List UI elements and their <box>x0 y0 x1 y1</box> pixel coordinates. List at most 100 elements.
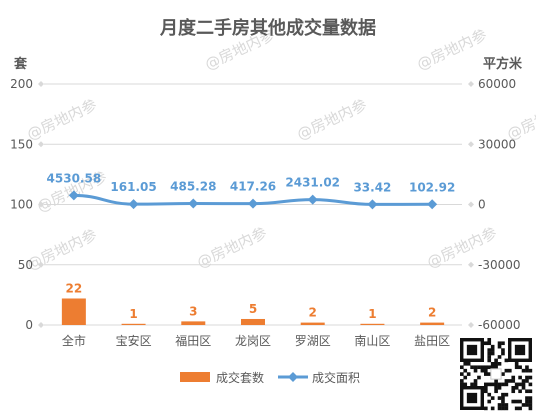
y-right-tick-marker-3 <box>468 141 474 148</box>
x-tick-1: 宝安区 <box>116 333 152 348</box>
qr-cell <box>497 355 502 359</box>
qr-cell <box>490 344 495 349</box>
qr-cell <box>501 382 505 387</box>
legend-bar-label: 成交套数 <box>216 370 264 385</box>
qr-cell <box>463 362 468 366</box>
qr-cell <box>525 396 529 400</box>
qr-cell <box>487 365 492 370</box>
watermark-1: @房地内参 <box>414 26 490 74</box>
y-left-tick-marker-2 <box>38 201 44 208</box>
qr-cell <box>484 368 488 373</box>
legend-bar-swatch <box>180 372 210 382</box>
qr-cell <box>494 389 498 394</box>
qr-cell <box>518 399 522 404</box>
qr-cell <box>501 403 505 407</box>
qr-cell <box>525 399 529 404</box>
bar-series <box>61 298 445 325</box>
y-left-tick-marker-3 <box>38 141 44 148</box>
bar-label-3: 5 <box>249 302 257 316</box>
qr-cell <box>518 389 522 394</box>
qr-cell <box>514 406 519 411</box>
qr-cell <box>511 386 516 390</box>
y-right-tick-marker-0 <box>468 322 474 328</box>
qr-cell <box>487 348 492 352</box>
qr-cell <box>484 386 488 390</box>
qr-cell <box>511 389 516 394</box>
qr-cell <box>518 406 522 411</box>
qr-cell <box>484 365 488 370</box>
x-axis-ticks: 全市 宝安区 福田区 龙岗区 罗湖区 南山区 盐田区 <box>62 333 450 348</box>
line-point-1 <box>128 199 139 210</box>
y-right-tick-1: -30000 <box>478 258 521 272</box>
x-tick-2: 福田区 <box>175 333 211 348</box>
line-label-3: 417.26 <box>230 180 276 194</box>
bar-3 <box>241 318 265 325</box>
qr-cell <box>466 362 471 366</box>
qr-cell <box>460 372 464 376</box>
bar-1 <box>121 323 146 325</box>
bar-label-1: 1 <box>129 307 137 321</box>
qr-cell <box>504 379 509 383</box>
qr-cell <box>518 382 522 387</box>
qr-cell <box>487 351 492 356</box>
x-tick-5: 南山区 <box>354 333 390 348</box>
qr-cell <box>511 379 516 383</box>
qr-cell <box>511 399 516 404</box>
bar-4 <box>300 322 325 325</box>
qr-cell <box>504 392 509 397</box>
qr-cell <box>518 375 522 380</box>
y-right-tick-2: 0 <box>478 198 486 212</box>
qr-cell <box>504 403 509 407</box>
qr-cell <box>477 365 481 370</box>
qr-cell <box>494 362 498 366</box>
line-label-2: 485.28 <box>170 180 216 194</box>
qr-cell <box>497 341 502 346</box>
line-label-5: 33.42 <box>353 180 391 194</box>
qr-cell <box>490 348 495 352</box>
qr-cell <box>528 403 533 407</box>
x-tick-4: 罗湖区 <box>295 333 331 348</box>
qr-cell <box>470 365 474 370</box>
chart-title: 月度二手房其他成交量数据 <box>159 17 376 39</box>
qr-cell <box>497 386 502 390</box>
line-series <box>68 190 438 210</box>
y-right-axis-label: 平方米 <box>483 56 523 72</box>
qr-cell <box>501 406 505 411</box>
qr-cell <box>484 382 488 387</box>
legend-line-marker <box>288 372 298 382</box>
qr-cell <box>528 389 533 394</box>
qr-cell <box>463 382 468 387</box>
x-tick-3: 龙岗区 <box>235 334 271 348</box>
qr-cell <box>521 386 526 390</box>
bar-data-labels: 22 1 3 5 2 1 2 <box>66 281 437 320</box>
bar-2 <box>181 321 206 325</box>
qr-cell <box>487 355 492 359</box>
bar-label-6: 2 <box>428 306 436 320</box>
y-left-tick-marker-4 <box>38 81 44 87</box>
bar-label-5: 1 <box>368 307 376 321</box>
qr-cell <box>484 389 488 394</box>
y-left-axis-label: 套 <box>13 56 28 72</box>
line-point-5 <box>367 199 378 210</box>
qr-finder-core-1 <box>514 344 526 356</box>
bar-0 <box>61 298 86 325</box>
x-tick-0: 全市 <box>62 333 86 348</box>
y-left-ticks: 0 50 100 150 200 <box>10 77 44 332</box>
qr-cell <box>514 399 519 404</box>
y-right-tick-marker-1 <box>468 261 474 268</box>
qr-cell <box>504 358 509 363</box>
y-left-tick-3: 150 <box>10 137 33 151</box>
qr-finder-core-0 <box>466 344 478 356</box>
qr-cell <box>487 372 492 376</box>
y-left-tick-0: 0 <box>25 318 33 332</box>
qr-cell <box>460 365 464 370</box>
qr-cell <box>518 365 522 370</box>
qr-cell <box>501 392 505 397</box>
qr-cell <box>487 399 492 404</box>
qr-cell <box>525 389 529 394</box>
qr-cell <box>501 372 505 376</box>
line-point-0 <box>68 190 79 201</box>
qr-cell <box>528 382 533 387</box>
qr-cell <box>490 396 495 400</box>
qr-finder-core-2 <box>466 392 478 404</box>
